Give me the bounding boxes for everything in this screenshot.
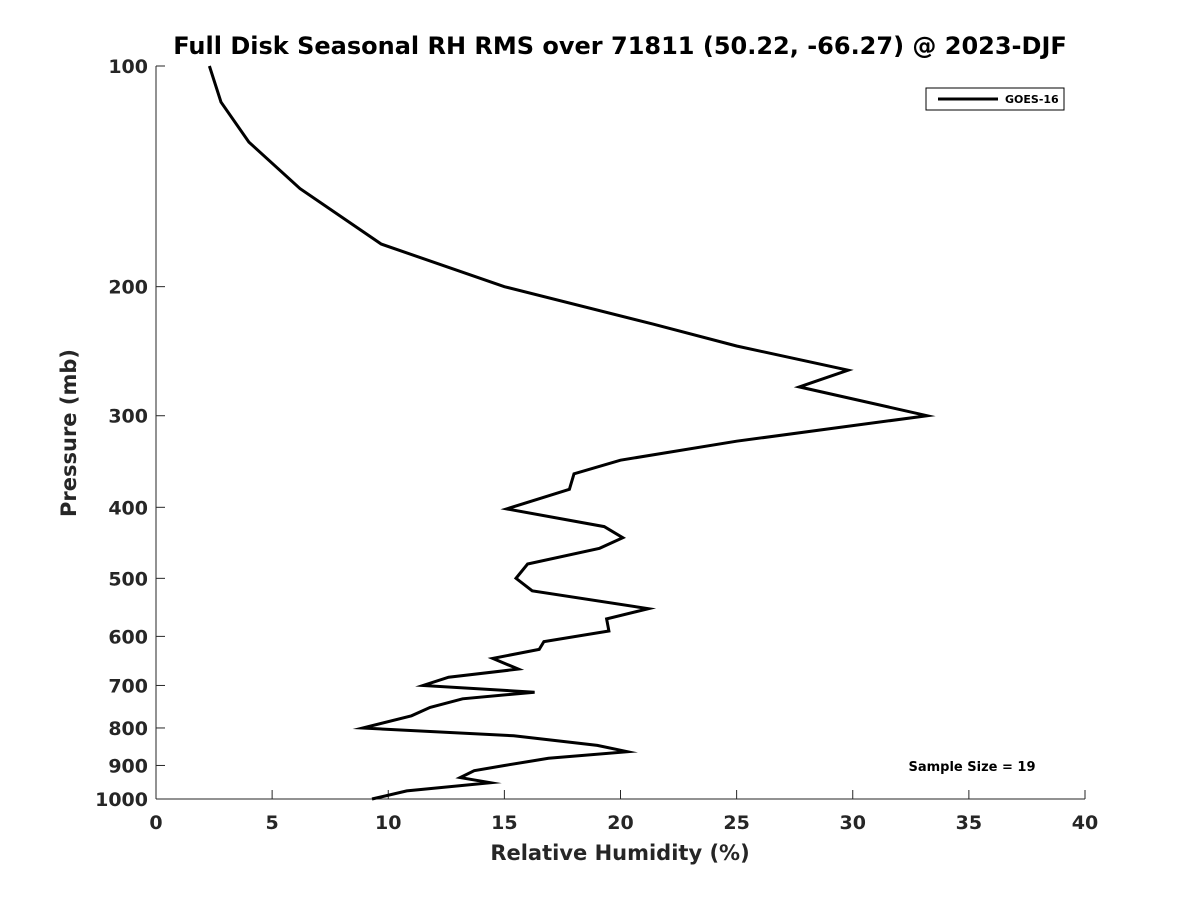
y-tick-label: 1000 bbox=[95, 789, 148, 811]
x-tick-label: 10 bbox=[375, 812, 401, 834]
y-tick-label: 600 bbox=[108, 626, 148, 648]
y-tick-label: 300 bbox=[108, 406, 148, 428]
y-tick-label: 800 bbox=[108, 718, 148, 740]
x-tick-label: 5 bbox=[266, 812, 279, 834]
x-tick-label: 15 bbox=[491, 812, 517, 834]
y-tick-label: 900 bbox=[108, 755, 148, 777]
x-tick-label: 40 bbox=[1072, 812, 1098, 834]
x-axis-label: Relative Humidity (%) bbox=[490, 841, 749, 865]
legend-label-goes-16: GOES-16 bbox=[1005, 93, 1059, 106]
series-line-goes-16 bbox=[207, 65, 936, 801]
y-tick-label: 400 bbox=[108, 497, 148, 519]
y-tick-label: 700 bbox=[108, 675, 148, 697]
x-tick-label: 35 bbox=[956, 812, 982, 834]
x-tick-label: 20 bbox=[607, 812, 633, 834]
x-tick-label: 30 bbox=[840, 812, 866, 834]
y-tick-label: 500 bbox=[108, 568, 148, 590]
sample-size-annotation: Sample Size = 19 bbox=[908, 760, 1035, 775]
y-tick-label: 200 bbox=[108, 277, 148, 299]
x-tick-label: 0 bbox=[149, 812, 162, 834]
plot-area: 0 5 10 15 20 25 30 35 40 100 200 300 400 500 600 700 800… bbox=[95, 56, 1098, 834]
y-tick-label: 100 bbox=[108, 56, 148, 78]
chart-title: Full Disk Seasonal RH RMS over 71811 (50… bbox=[173, 32, 1067, 60]
legend: GOES-16 bbox=[925, 87, 1065, 111]
x-tick-label: 25 bbox=[723, 812, 749, 834]
y-axis-label: Pressure (mb) bbox=[57, 349, 81, 517]
